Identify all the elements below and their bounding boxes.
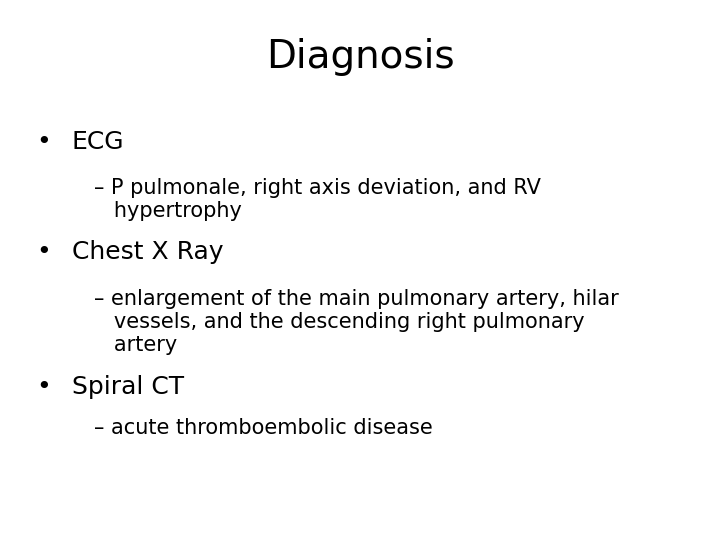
Text: Chest X Ray: Chest X Ray <box>72 240 223 264</box>
Text: •: • <box>36 240 50 264</box>
Text: Spiral CT: Spiral CT <box>72 375 184 399</box>
Text: – acute thromboembolic disease: – acute thromboembolic disease <box>94 418 432 438</box>
Text: – P pulmonale, right axis deviation, and RV
   hypertrophy: – P pulmonale, right axis deviation, and… <box>94 178 541 221</box>
Text: Diagnosis: Diagnosis <box>266 38 454 76</box>
Text: ECG: ECG <box>72 130 125 153</box>
Text: •: • <box>36 130 50 153</box>
Text: •: • <box>36 375 50 399</box>
Text: – enlargement of the main pulmonary artery, hilar
   vessels, and the descending: – enlargement of the main pulmonary arte… <box>94 289 618 355</box>
